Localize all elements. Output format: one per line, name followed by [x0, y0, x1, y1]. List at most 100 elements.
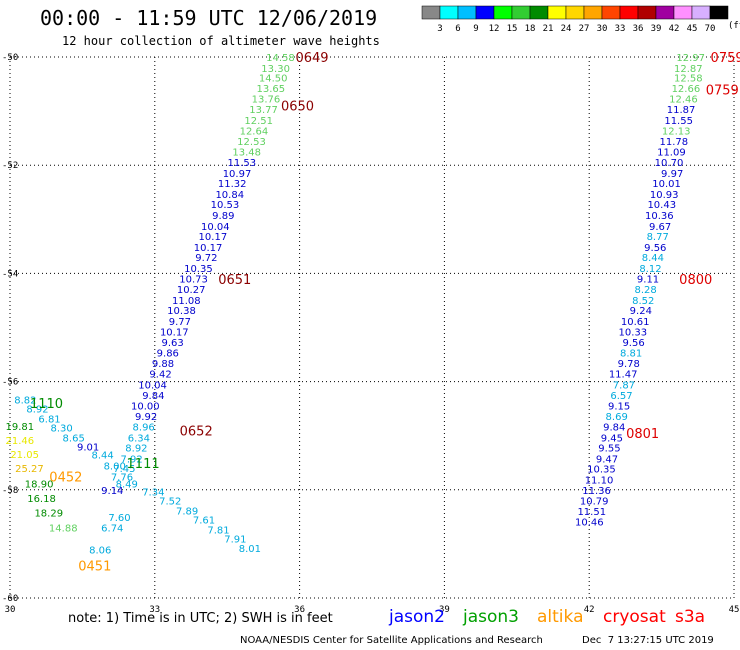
wave-height-label: 7.61 — [193, 516, 215, 527]
color-scale-swatch — [457, 5, 477, 20]
color-scale-swatch — [655, 5, 675, 20]
wave-height-label: 13.76 — [252, 95, 281, 106]
color-scale-label: 33 — [615, 24, 626, 34]
wave-height-label: 9.84 — [603, 423, 625, 434]
wave-height-label: 11.10 — [585, 476, 614, 487]
wave-height-label: 9.14 — [101, 486, 123, 497]
pass-time-label: 0451 — [78, 560, 111, 575]
color-scale-swatch — [709, 5, 729, 20]
color-scale-label: 12 — [489, 24, 500, 34]
pass-time-label: 1110 — [30, 397, 63, 412]
wave-height-label: 9.01 — [77, 443, 99, 454]
legend-s3a: s3a — [675, 607, 706, 627]
wave-height-label: 10.35 — [587, 465, 616, 476]
y-tick-label: -50 — [2, 53, 18, 63]
legend-cryosat: cryosat — [603, 607, 666, 627]
wave-height-label: 8.92 — [125, 444, 147, 455]
color-scale-swatch — [673, 5, 693, 20]
wave-height-label: 8.01 — [239, 544, 261, 555]
wave-height-label: 10.17 — [160, 327, 189, 338]
wave-height-label: 10.17 — [194, 243, 223, 254]
pass-time-label: 1111 — [127, 457, 160, 472]
x-tick-label: 42 — [584, 605, 595, 615]
wave-height-label: 10.73 — [179, 274, 208, 285]
color-scale-label: 18 — [525, 24, 536, 34]
wave-height-label: 7.52 — [159, 497, 181, 508]
chart-title: 00:00 - 11:59 UTC 12/06/2019 — [40, 6, 378, 30]
wave-height-label: 8.00 — [104, 461, 126, 472]
wave-height-label: 7.76 — [111, 472, 133, 483]
color-scale-label: 45 — [687, 24, 698, 34]
pass-time-label: 0759 — [706, 83, 739, 98]
color-scale-swatch — [547, 5, 567, 20]
chart-axes: 30 33 36 39 42 45 -50 -52 -54 -56 -58 -60 — [2, 53, 739, 615]
pass-time-label: 0650 — [281, 100, 314, 115]
wave-height-label: 10.01 — [652, 179, 681, 190]
pass-time-label: 0759 — [711, 51, 740, 66]
wave-height-label: 7.45 — [113, 464, 135, 475]
wave-height-label: 10.27 — [177, 285, 206, 296]
wave-height-label: 11.08 — [172, 296, 201, 307]
wave-height-label: 9.15 — [608, 401, 630, 412]
y-tick-label: -56 — [2, 378, 18, 388]
pass-time-label: 0800 — [679, 273, 712, 288]
wave-height-label: 10.84 — [215, 190, 244, 201]
color-scale-label: 24 — [561, 24, 572, 34]
wave-height-label: 13.30 — [261, 64, 290, 75]
wave-height-label: 10.00 — [131, 401, 160, 412]
wave-height-label: 12.58 — [674, 74, 703, 85]
wave-height-label: 7.89 — [176, 506, 198, 517]
y-tick-label: -58 — [2, 486, 18, 496]
chart-subtitle: 12 hour collection of altimeter wave hei… — [62, 34, 380, 48]
color-scale-swatch — [583, 5, 603, 20]
wave-height-label: 11.53 — [228, 158, 257, 169]
wave-height-label: 12.13 — [662, 127, 691, 138]
color-scale-label: 6 — [455, 24, 460, 34]
wave-height-label: 8.12 — [639, 264, 661, 275]
wave-height-label: 7.81 — [207, 525, 229, 536]
color-scale-label: 27 — [579, 24, 590, 34]
wave-height-label: 10.79 — [580, 497, 609, 508]
color-scale-swatch — [475, 5, 495, 20]
x-tick-label: 30 — [5, 605, 16, 615]
wave-height-label: 13.65 — [256, 84, 285, 95]
wave-height-label: 9.86 — [157, 348, 179, 359]
wave-height-label: 10.43 — [647, 200, 676, 211]
wave-height-label: 10.93 — [650, 190, 679, 201]
wave-height-label: 8.44 — [92, 451, 114, 462]
wave-height-label: 9.88 — [152, 359, 174, 370]
wave-height-label: 8.77 — [647, 232, 669, 243]
wave-height-label: 7.87 — [613, 380, 635, 391]
color-scale-swatch — [493, 5, 513, 20]
color-scale-swatch — [529, 5, 549, 20]
footnote: note: 1) Time is in UTC; 2) SWH is in fe… — [68, 611, 333, 626]
y-tick-label: -54 — [2, 269, 18, 279]
wave-height-label: 11.87 — [667, 105, 696, 116]
y-tick-label: -60 — [2, 594, 18, 604]
color-scale-label: 9 — [473, 24, 478, 34]
wave-height-label: 9.42 — [149, 369, 171, 380]
chart-grid — [9, 56, 735, 599]
wave-height-label: 9.77 — [169, 317, 191, 328]
wave-height-label: 21.46 — [5, 436, 34, 447]
wave-height-label: 10.04 — [138, 380, 167, 391]
wave-height-label: 9.24 — [630, 306, 652, 317]
wave-height-label: 12.64 — [240, 127, 269, 138]
wave-height-label: 8.30 — [50, 424, 72, 435]
color-scale-label: 30 — [597, 24, 608, 34]
color-scale-swatch — [691, 5, 711, 20]
wave-height-label: 9.63 — [161, 338, 183, 349]
color-scale-label: 70 — [705, 24, 716, 34]
pass-time-label: 0651 — [218, 273, 251, 288]
wave-height-label: 12.87 — [674, 64, 703, 75]
wave-height-label: 16.18 — [27, 494, 56, 505]
wave-height-label: 8.06 — [89, 545, 111, 556]
wave-height-label: 8.28 — [635, 285, 657, 296]
wave-height-label: 11.32 — [218, 179, 247, 190]
wave-height-label: 10.46 — [575, 518, 604, 529]
wave-height-label: 7.34 — [142, 487, 164, 498]
color-scale-swatch — [421, 5, 441, 20]
pass-time-label: 0801 — [626, 427, 659, 442]
wave-height-label: 11.55 — [664, 116, 693, 127]
wave-height-label: 10.35 — [184, 264, 213, 275]
